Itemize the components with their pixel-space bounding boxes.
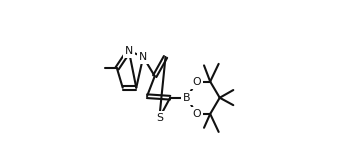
Text: N: N <box>125 46 133 56</box>
Text: O: O <box>192 109 201 119</box>
Text: O: O <box>192 77 201 87</box>
Text: N: N <box>139 52 147 62</box>
Text: S: S <box>156 113 163 123</box>
Text: B: B <box>183 93 191 103</box>
